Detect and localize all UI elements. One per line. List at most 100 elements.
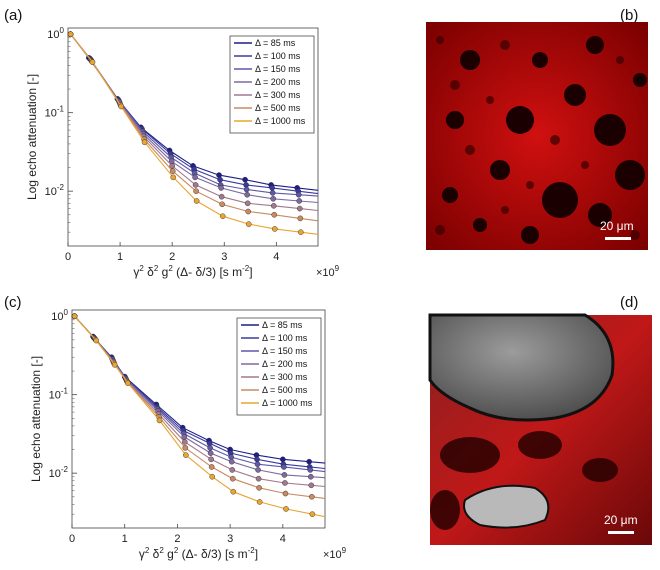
x-tick-label: 0 — [65, 251, 71, 263]
scale-bar-label-d: 20 μm — [604, 513, 638, 527]
scale-bar-d — [608, 531, 634, 534]
data-point — [298, 229, 304, 235]
data-point — [269, 190, 276, 196]
data-point — [209, 473, 216, 480]
scale-bar-b — [605, 237, 631, 240]
data-point — [71, 313, 78, 320]
data-point — [193, 188, 199, 194]
legend-entry: Δ = 1000 ms — [262, 398, 313, 408]
legend-entry: Δ = 300 ms — [255, 90, 301, 100]
data-point — [306, 458, 312, 465]
legend-entry: Δ = 150 ms — [262, 346, 308, 356]
data-point — [217, 176, 223, 183]
legend-entry: Δ = 100 ms — [262, 333, 308, 343]
y-tick-label: 10-2 — [49, 465, 69, 480]
plot-frame — [67, 27, 319, 247]
data-point — [216, 172, 222, 178]
data-point — [218, 193, 225, 200]
data-point — [270, 203, 277, 209]
legend-entry: Δ = 300 ms — [262, 372, 308, 382]
data-point — [254, 456, 260, 463]
legend-entry: Δ = 85 ms — [262, 320, 303, 330]
data-point — [182, 445, 189, 451]
data-point — [307, 467, 314, 473]
data-point — [219, 201, 225, 208]
data-point — [255, 475, 262, 482]
data-point — [280, 456, 286, 463]
micrograph-d: 20 μm — [428, 313, 652, 545]
data-point — [118, 103, 124, 110]
y-tick-label: 100 — [51, 308, 68, 323]
legend-entry: Δ = 150 ms — [255, 64, 301, 74]
x-axis-label: γ2 δ2 g2 (Δ- δ/3) [s m-2] — [133, 264, 252, 279]
data-point — [296, 205, 303, 212]
scale-bar-label-b: 20 μm — [600, 219, 634, 233]
data-point — [296, 198, 303, 204]
data-point — [228, 458, 235, 465]
micrograph-d-light-region — [463, 484, 550, 529]
data-point — [308, 482, 315, 489]
x-tick-label: 3 — [227, 533, 233, 545]
data-point — [297, 215, 304, 222]
data-point — [309, 493, 315, 500]
y-tick-label: 10-1 — [45, 105, 65, 120]
x-tick-label: 4 — [273, 251, 279, 263]
legend-entry: Δ = 500 ms — [262, 385, 308, 395]
x-tick-label: 2 — [174, 533, 180, 545]
data-point — [208, 456, 214, 463]
data-point — [283, 506, 289, 512]
data-point — [89, 59, 96, 65]
data-point — [281, 472, 288, 478]
fit-line-6 — [74, 315, 326, 518]
data-point — [245, 208, 252, 215]
data-point — [67, 31, 74, 38]
data-point — [229, 467, 236, 473]
y-axis-label: Log echo attenuation [-] — [25, 74, 39, 200]
panel-label-a: (a) — [4, 7, 22, 24]
legend-entry: Δ = 200 ms — [255, 77, 301, 87]
data-point — [282, 480, 288, 486]
panel-label-d: (d) — [620, 294, 638, 311]
legend-entry: Δ = 1000 ms — [255, 116, 306, 126]
x-tick-label: 2 — [169, 251, 175, 263]
data-point — [295, 191, 302, 198]
data-point — [245, 221, 252, 227]
x-tick-label: 3 — [221, 251, 227, 263]
legend-entry: Δ = 100 ms — [255, 51, 301, 61]
x-tick-label: 0 — [69, 533, 75, 545]
chart-a: 0 1 2 3 4 100 10-1 10-2 Log echo attenuation [-]… — [25, 26, 340, 279]
micrograph-b-pores — [442, 36, 647, 244]
data-point — [269, 185, 275, 191]
micrograph-d-dark-patches — [430, 431, 618, 530]
data-point — [230, 488, 237, 495]
y-tick-label: 100 — [47, 26, 64, 41]
data-point — [243, 186, 250, 193]
data-point — [282, 490, 289, 497]
micrograph-b: 20 μm — [426, 22, 648, 250]
y-tick-label: 10-2 — [45, 183, 65, 198]
x-tick-label: 1 — [122, 533, 128, 545]
data-point — [207, 450, 214, 456]
x-multiplier: ×109 — [323, 546, 347, 561]
x-multiplier: ×109 — [316, 264, 340, 279]
data-point — [218, 185, 224, 191]
legend-entry: Δ = 200 ms — [262, 359, 308, 369]
data-point — [141, 139, 148, 146]
data-point — [193, 198, 200, 204]
data-point — [192, 174, 198, 181]
plot-frame — [71, 309, 326, 529]
data-point — [242, 176, 248, 183]
data-point — [271, 211, 278, 218]
legend-entry: Δ = 85 ms — [255, 38, 296, 48]
data-point — [111, 362, 118, 368]
data-point — [229, 475, 236, 482]
micrograph-d-grey-region — [428, 313, 615, 422]
data-point — [125, 380, 131, 387]
data-point — [256, 499, 263, 505]
data-point — [254, 461, 261, 468]
data-point — [256, 485, 262, 491]
data-point — [271, 226, 278, 232]
data-point — [156, 417, 163, 424]
data-point — [192, 182, 199, 188]
data-point — [309, 511, 316, 517]
